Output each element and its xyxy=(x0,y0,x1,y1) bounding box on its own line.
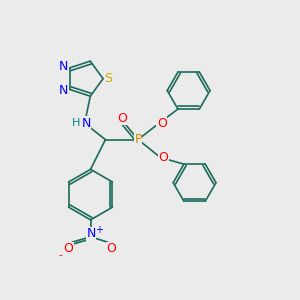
Text: O: O xyxy=(106,242,116,255)
Text: +: + xyxy=(95,225,103,235)
Text: N: N xyxy=(86,227,96,240)
Text: S: S xyxy=(104,72,112,85)
Text: N: N xyxy=(59,85,68,98)
Text: O: O xyxy=(117,112,127,125)
Text: O: O xyxy=(63,242,73,255)
Text: N: N xyxy=(81,117,91,130)
Text: N: N xyxy=(59,60,68,73)
Text: H: H xyxy=(72,118,80,128)
Text: P: P xyxy=(134,133,142,146)
Text: O: O xyxy=(158,151,168,164)
Text: O: O xyxy=(157,117,167,130)
Text: -: - xyxy=(58,250,62,260)
